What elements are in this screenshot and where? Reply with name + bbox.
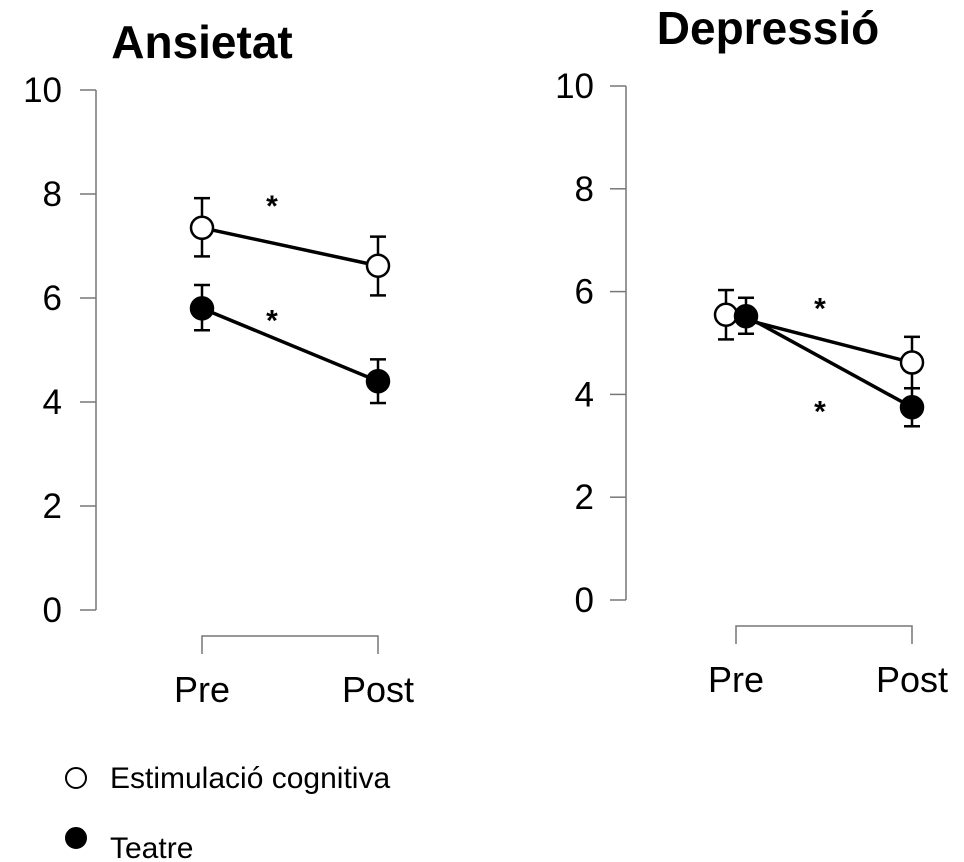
data-point-filled xyxy=(733,304,759,329)
significance-star: * xyxy=(266,304,278,337)
y-tick-label: 4 xyxy=(575,375,594,414)
y-tick-label: 2 xyxy=(575,478,594,517)
data-point-filled xyxy=(189,296,215,321)
series-line xyxy=(201,226,379,268)
y-tick-label: 10 xyxy=(23,71,62,110)
y-tick-label: 0 xyxy=(43,591,62,630)
legend-label: Teatre xyxy=(110,832,193,862)
y-tick-label: 6 xyxy=(575,273,594,312)
significance-star: * xyxy=(814,293,826,326)
x-tick-label: Post xyxy=(342,669,414,710)
data-point-open xyxy=(713,302,739,327)
x-axis-bracket xyxy=(201,635,379,654)
y-tick-label: 0 xyxy=(575,581,594,620)
y-tick-label: 8 xyxy=(43,175,62,214)
y-tick-label: 10 xyxy=(555,67,594,106)
legend-marker-filled xyxy=(65,827,87,849)
x-axis-bracket xyxy=(735,625,913,644)
data-point-open xyxy=(365,253,391,279)
y-tick-label: 2 xyxy=(43,487,62,526)
series-line xyxy=(201,306,379,383)
legend-label: Estimulació cognitiva xyxy=(110,762,390,795)
data-point-open xyxy=(189,215,215,241)
series-2 xyxy=(733,296,925,428)
x-tick-label: Pre xyxy=(708,659,764,700)
chart-panel-2: Depressió 0 2 4 6 8 10 Pre Post * * xyxy=(555,2,948,700)
series-2 xyxy=(189,283,391,405)
data-point-filled xyxy=(365,368,391,394)
data-point-open xyxy=(899,350,925,375)
y-tick-label: 4 xyxy=(43,383,62,422)
significance-star: * xyxy=(266,190,278,223)
series-line xyxy=(745,314,913,409)
chart-panel-1: Ansietat 0 2 4 6 8 10 Pre Post * * xyxy=(23,16,414,710)
y-tick-label: 6 xyxy=(43,279,62,318)
y-tick-label: 8 xyxy=(575,170,594,209)
x-tick-label: Pre xyxy=(174,669,230,710)
chart-title: Ansietat xyxy=(111,16,292,68)
significance-star: * xyxy=(814,396,826,429)
x-tick-label: Post xyxy=(876,659,948,700)
chart-title: Depressió xyxy=(657,2,879,54)
legend-marker-open xyxy=(65,767,87,789)
data-point-filled xyxy=(899,395,925,420)
legend: Estimulació cognitiva Teatre xyxy=(65,762,390,862)
series-1 xyxy=(189,196,391,297)
